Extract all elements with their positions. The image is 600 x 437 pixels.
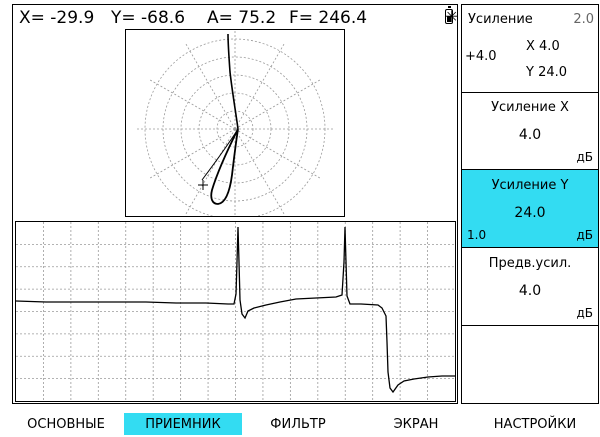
gain-summary[interactable]: Усиление 2.0 +4.0 X 4.0 Y 24.0 — [462, 5, 598, 93]
param-preamp-gain[interactable]: Предв.усил. 4.0 дБ — [462, 248, 598, 326]
polar-grid-spoke — [234, 42, 286, 130]
signal-sweep-svg — [16, 222, 455, 401]
param-gain-x[interactable]: Усиление X 4.0 дБ — [462, 92, 598, 170]
gain-x-value: X 4.0 — [526, 39, 560, 54]
tab-screen[interactable]: ЭКРАН — [393, 417, 439, 432]
receiver-settings-panel: Усиление 2.0 +4.0 X 4.0 Y 24.0 Усиление … — [461, 4, 599, 404]
gain-title: Усиление — [468, 12, 533, 27]
gain-y-value: Y 24.0 — [526, 65, 568, 80]
polar-grid-spoke — [234, 128, 322, 180]
readout-x: X= -29.9 — [19, 8, 95, 28]
polar-grid-spoke — [148, 78, 236, 130]
signal-hodograph — [227, 33, 239, 130]
polar-grid-spoke — [184, 42, 236, 130]
sweep-grid — [16, 222, 455, 401]
param-value: 4.0 — [518, 283, 542, 299]
param-label: Предв.усил. — [488, 256, 572, 271]
param-unit: дБ — [576, 306, 593, 320]
signal-hodograph-loop — [210, 128, 239, 205]
signal-hodograph-tail — [201, 128, 239, 181]
param-unit: дБ — [576, 150, 593, 164]
polar-grid — [135, 30, 335, 216]
param-label: Усиление X — [491, 100, 569, 115]
polar-grid-spoke — [234, 128, 286, 216]
complex-plane-svg — [135, 30, 335, 216]
tab-basic[interactable]: ОСНОВНЫЕ — [27, 417, 105, 432]
tab-receiver[interactable]: ПРИЕМНИК — [124, 413, 242, 435]
param-label: Усиление Y — [491, 178, 569, 193]
measurement-readout: X= -29.9 Y= -68.6 A= 75.2 F= 246.4 ✳ — [13, 5, 458, 31]
tab-filter[interactable]: ФИЛЬТР — [270, 417, 326, 432]
complex-plane-plot — [125, 29, 345, 217]
param-step: 1.0 — [467, 228, 487, 242]
param-value: 4.0 — [518, 127, 542, 143]
cursor-cross-icon — [198, 180, 208, 190]
battery-icon — [445, 6, 453, 24]
tab-settings[interactable]: НАСТРОЙКИ — [493, 417, 577, 432]
signal-sweep-plot — [15, 221, 456, 402]
gain-offset: +4.0 — [465, 49, 497, 64]
polar-grid-spoke — [148, 128, 236, 180]
polar-grid-spoke — [184, 128, 236, 216]
signal-display: X= -29.9 Y= -68.6 A= 75.2 F= 246.4 ✳ — [12, 4, 458, 404]
readout-amplitude: A= 75.2 — [207, 8, 277, 28]
status-icons: ✳ — [445, 6, 458, 25]
param-gain-y[interactable]: Усиление Y 24.0 1.0 дБ — [462, 170, 598, 248]
bottom-menu-tabs: ОСНОВНЫЕ ПРИЕМНИК ФИЛЬТР ЭКРАН НАСТРОЙКИ — [0, 413, 600, 435]
param-value: 24.0 — [514, 205, 546, 221]
readout-y: Y= -68.6 — [111, 8, 186, 28]
gain-step: 2.0 — [573, 12, 594, 27]
readout-phase: F= 246.4 — [289, 8, 368, 28]
param-unit: дБ — [576, 228, 593, 242]
signal-sweep-trace — [16, 226, 455, 394]
polar-grid-spoke — [234, 78, 322, 130]
